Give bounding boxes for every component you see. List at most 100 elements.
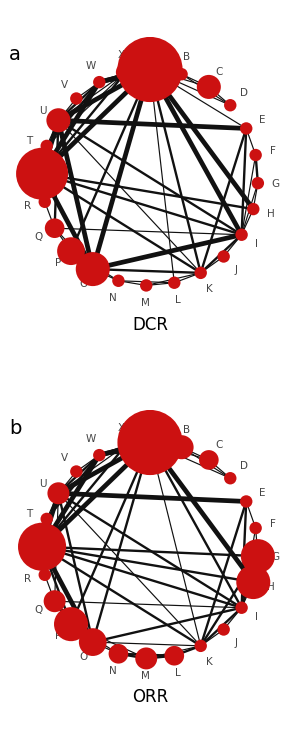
Point [40, 541, 44, 553]
Text: N: N [109, 666, 117, 676]
Text: Q: Q [34, 605, 43, 615]
Point [253, 149, 258, 161]
Text: T: T [26, 136, 33, 145]
Text: P: P [55, 631, 61, 642]
Text: L: L [176, 295, 181, 305]
Text: J: J [234, 265, 237, 275]
Text: F: F [270, 519, 276, 530]
Text: I: I [255, 612, 258, 622]
Text: D: D [240, 88, 248, 98]
Text: A: A [146, 46, 154, 57]
Text: M: M [141, 671, 150, 681]
Point [56, 487, 61, 499]
Text: N: N [109, 293, 117, 303]
Point [251, 203, 256, 215]
Point [244, 495, 249, 507]
Text: P: P [55, 258, 61, 269]
Point [253, 522, 258, 534]
Point [251, 576, 256, 588]
Point [206, 81, 211, 93]
Text: U: U [39, 479, 47, 489]
Text: ORR: ORR [132, 689, 168, 706]
Text: S: S [21, 541, 27, 551]
Text: B: B [183, 425, 190, 435]
Point [116, 275, 121, 286]
Point [148, 63, 152, 75]
Point [221, 624, 226, 636]
Point [221, 251, 226, 263]
Text: E: E [259, 489, 266, 498]
Point [123, 66, 128, 78]
Point [42, 569, 47, 581]
Text: V: V [61, 81, 68, 90]
Text: Q: Q [34, 232, 43, 242]
Text: O: O [79, 279, 87, 289]
Point [172, 650, 177, 662]
Text: a: a [9, 46, 21, 64]
Point [74, 466, 79, 477]
Text: b: b [9, 419, 21, 437]
Point [44, 140, 49, 152]
Point [69, 245, 74, 257]
Text: D: D [240, 461, 248, 471]
Point [172, 277, 177, 289]
Point [52, 595, 57, 607]
Point [74, 93, 79, 104]
Text: E: E [259, 116, 266, 125]
Text: G: G [272, 552, 280, 562]
Point [56, 114, 61, 126]
Point [198, 640, 203, 652]
Point [179, 68, 184, 80]
Text: S: S [21, 168, 27, 178]
Text: U: U [39, 106, 47, 116]
Text: A: A [146, 419, 154, 430]
Point [52, 222, 57, 234]
Point [228, 99, 233, 111]
Text: L: L [176, 668, 181, 678]
Text: H: H [267, 210, 274, 219]
Text: X: X [118, 50, 125, 60]
Text: R: R [24, 574, 31, 584]
Point [256, 551, 260, 562]
Point [44, 513, 49, 525]
Text: X: X [118, 423, 125, 433]
Point [90, 636, 95, 648]
Text: K: K [206, 283, 212, 294]
Text: K: K [206, 656, 212, 667]
Point [123, 439, 128, 451]
Text: C: C [215, 440, 222, 450]
Text: J: J [234, 638, 237, 648]
Point [148, 436, 152, 448]
Text: W: W [86, 61, 96, 72]
Text: DCR: DCR [132, 316, 168, 333]
Point [239, 602, 244, 614]
Point [179, 441, 184, 453]
Point [97, 76, 102, 88]
Point [40, 168, 44, 180]
Text: M: M [141, 298, 150, 308]
Point [244, 122, 249, 134]
Point [144, 280, 148, 292]
Text: F: F [270, 146, 276, 157]
Point [206, 454, 211, 466]
Text: R: R [24, 201, 31, 211]
Text: B: B [183, 52, 190, 62]
Point [198, 267, 203, 279]
Text: V: V [61, 454, 68, 463]
Text: T: T [26, 509, 33, 518]
Text: G: G [272, 179, 280, 189]
Text: W: W [86, 434, 96, 445]
Text: O: O [79, 652, 87, 662]
Point [256, 178, 260, 189]
Point [69, 618, 74, 630]
Text: C: C [215, 67, 222, 77]
Point [228, 472, 233, 484]
Point [239, 229, 244, 241]
Point [90, 263, 95, 275]
Point [97, 449, 102, 461]
Point [116, 648, 121, 659]
Text: I: I [255, 239, 258, 249]
Point [144, 653, 148, 665]
Point [42, 196, 47, 208]
Text: H: H [267, 583, 274, 592]
